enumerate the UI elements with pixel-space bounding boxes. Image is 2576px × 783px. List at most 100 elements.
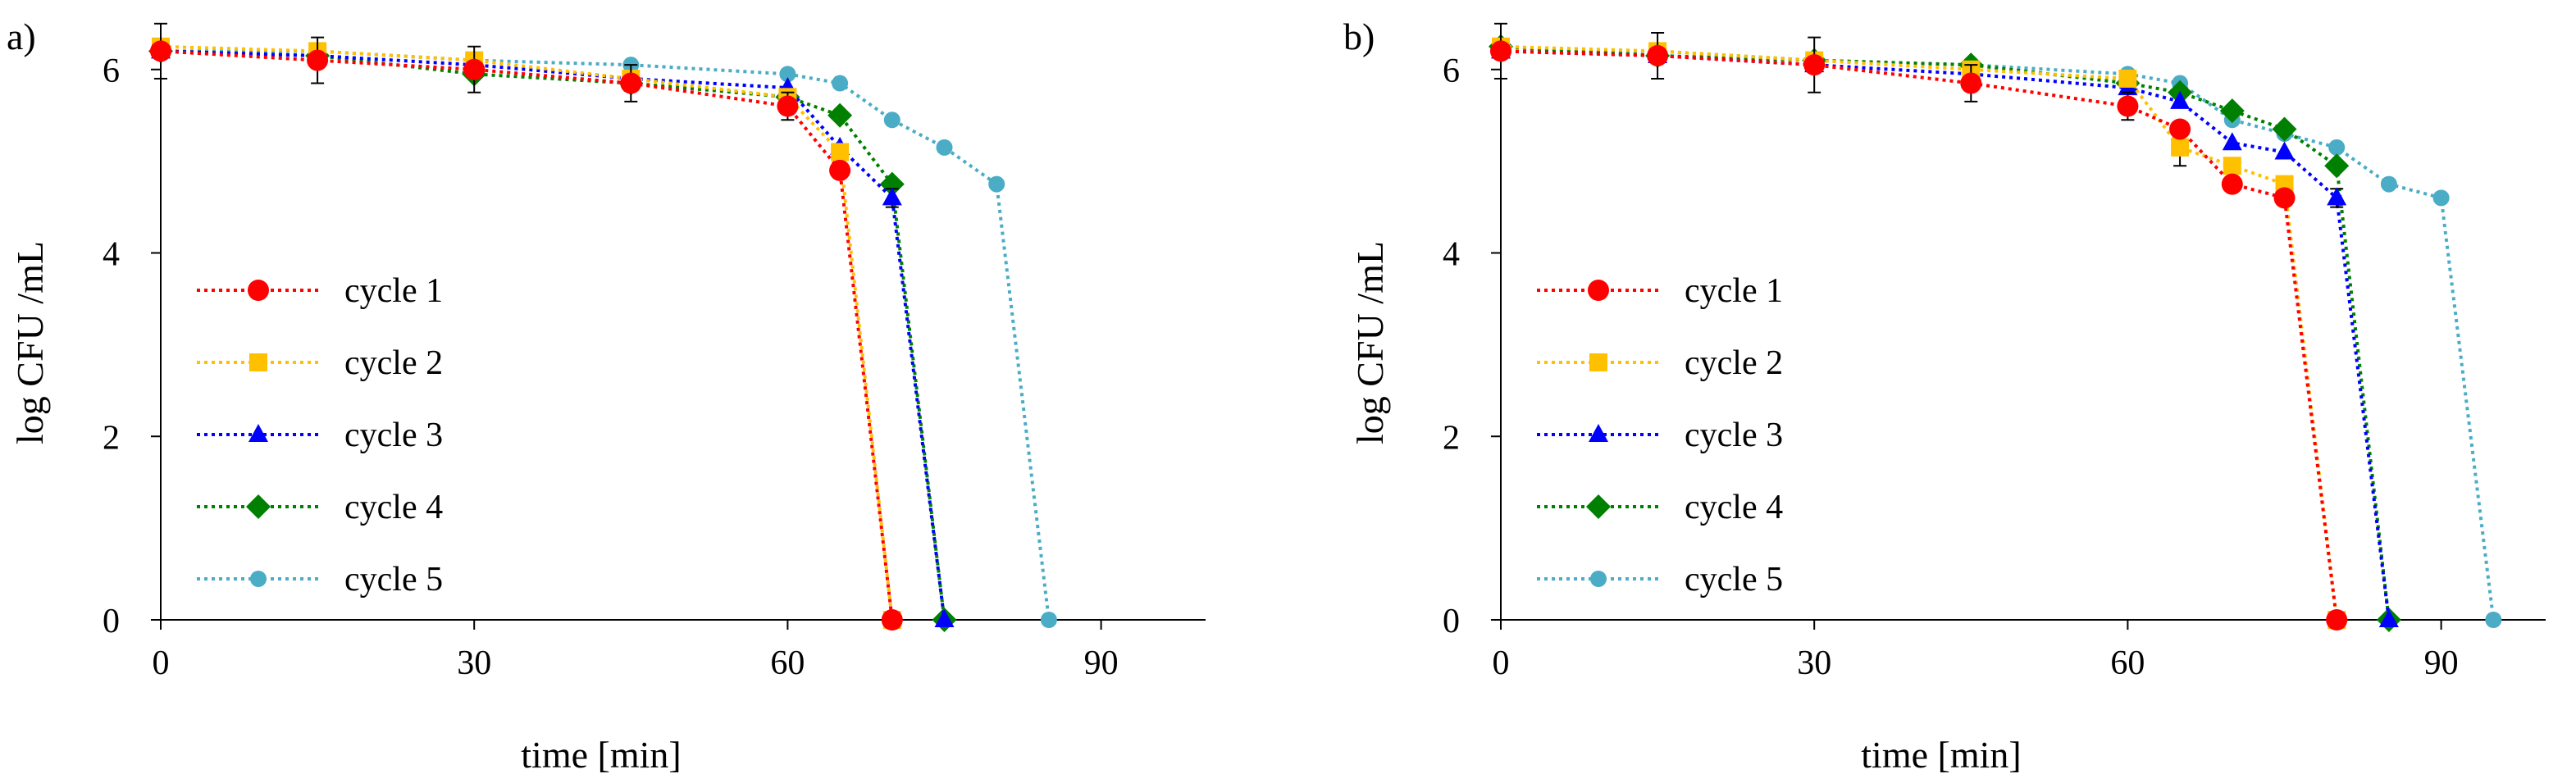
data-point [2326, 609, 2348, 630]
data-point [307, 49, 329, 71]
series-line [1501, 49, 2496, 621]
legend-item: cycle 1 [1537, 272, 1783, 310]
x-tick-label: 90 [2424, 644, 2459, 682]
series-cycle-1 [150, 22, 903, 630]
legend: cycle 1 cycle 2 cycle 3 cycle 4 cycle 5 [197, 272, 443, 599]
legend-marker [1589, 424, 1608, 442]
legend-marker [1589, 353, 1607, 371]
data-point [2170, 90, 2191, 109]
legend: cycle 1 cycle 2 cycle 3 cycle 4 cycle 5 [1537, 272, 1783, 599]
legend-label: cycle 2 [344, 344, 443, 382]
series-cycle-2 [152, 37, 901, 629]
legend-marker [1590, 571, 1607, 587]
data-point [2221, 173, 2243, 195]
x-tick-label: 30 [457, 644, 491, 682]
data-point [1960, 72, 1982, 94]
series-cycle-4 [1489, 34, 2401, 632]
y-tick-label: 4 [103, 236, 120, 274]
data-point [882, 187, 902, 206]
data-point [883, 112, 900, 129]
data-point [2378, 609, 2399, 627]
data-point [934, 609, 955, 627]
legend-marker [1588, 280, 1609, 301]
x-tick-label: 0 [153, 644, 170, 682]
x-axis-title: time [min] [521, 734, 681, 776]
data-point [777, 95, 799, 117]
data-point [779, 66, 796, 83]
data-point [988, 175, 1005, 193]
data-point [828, 102, 853, 128]
legend-label: cycle 3 [344, 417, 443, 454]
series-line [1500, 44, 2391, 621]
x-tick-label: 60 [2110, 644, 2145, 682]
legend-item: cycle 3 [1537, 417, 1783, 454]
legend-marker [250, 571, 267, 587]
legend-label: cycle 5 [1685, 561, 1783, 599]
data-point [829, 159, 851, 181]
series-line [160, 44, 894, 621]
data-point [2432, 189, 2450, 207]
series-line [1500, 49, 2339, 621]
panel-label: a) [7, 16, 36, 57]
data-point [2274, 141, 2295, 160]
panel-b: 0 30 60 90 0 2 4 6 time [min] log CFU /mL b) cycle … [1343, 16, 2546, 776]
data-point [2327, 187, 2347, 206]
data-point [2272, 116, 2297, 142]
y-tick-label: 6 [1443, 52, 1460, 90]
legend-label: cycle 5 [344, 561, 443, 599]
y-tick-label: 0 [1443, 603, 1460, 640]
series-cycle-3 [151, 40, 955, 627]
series-line [1500, 44, 2339, 621]
x-tick-label: 60 [770, 644, 805, 682]
data-point [2222, 132, 2242, 151]
legend-marker [248, 424, 268, 442]
y-tick-label: 2 [103, 419, 120, 457]
legend-item: cycle 4 [197, 489, 443, 526]
x-tick-label: 30 [1797, 644, 1831, 682]
legend-item: cycle 2 [197, 344, 443, 382]
legend-marker [246, 494, 271, 519]
series-line [1500, 49, 2391, 621]
data-point [2380, 175, 2397, 193]
legend-item: cycle 5 [197, 561, 443, 599]
data-point [463, 58, 486, 80]
legend-item: cycle 2 [1537, 344, 1783, 382]
legend-marker [249, 353, 267, 371]
y-tick-label: 0 [103, 603, 120, 640]
legend-label: cycle 2 [1685, 344, 1783, 382]
data-point [2171, 138, 2190, 157]
x-tick-label: 0 [1493, 644, 1510, 682]
data-point [2223, 157, 2241, 175]
x-tick-label: 90 [1084, 644, 1119, 682]
y-axis-title: log CFU /mL [9, 241, 51, 444]
legend-label: cycle 1 [344, 272, 443, 310]
legend-marker [1586, 494, 1611, 519]
y-tick-label: 6 [103, 52, 120, 90]
series-cycle-2 [1492, 37, 2346, 629]
data-point [2118, 69, 2137, 88]
series-cycle-5 [153, 43, 1057, 628]
legend-marker [248, 280, 269, 301]
legend-label: cycle 3 [1685, 417, 1783, 454]
data-point [2219, 98, 2245, 124]
legend-label: cycle 4 [344, 489, 443, 526]
series-cycle-4 [148, 39, 957, 632]
data-point [1647, 44, 1669, 66]
data-point [1040, 612, 1057, 628]
legend-item: cycle 1 [197, 272, 443, 310]
data-point [2324, 153, 2350, 179]
data-point [2485, 612, 2502, 628]
data-point [150, 40, 171, 62]
series-line [160, 49, 946, 621]
data-point [2273, 187, 2296, 209]
legend-item: cycle 3 [197, 417, 443, 454]
y-tick-label: 4 [1443, 236, 1460, 274]
legend-item: cycle 4 [1537, 489, 1783, 526]
panel-label: b) [1343, 16, 1375, 57]
x-axis-title: time [min] [1861, 734, 2021, 776]
y-axis-title: log CFU /mL [1349, 241, 1391, 444]
data-point [1803, 54, 1826, 76]
y-tick-label: 2 [1443, 419, 1460, 457]
series-cycle-5 [1493, 43, 2502, 628]
